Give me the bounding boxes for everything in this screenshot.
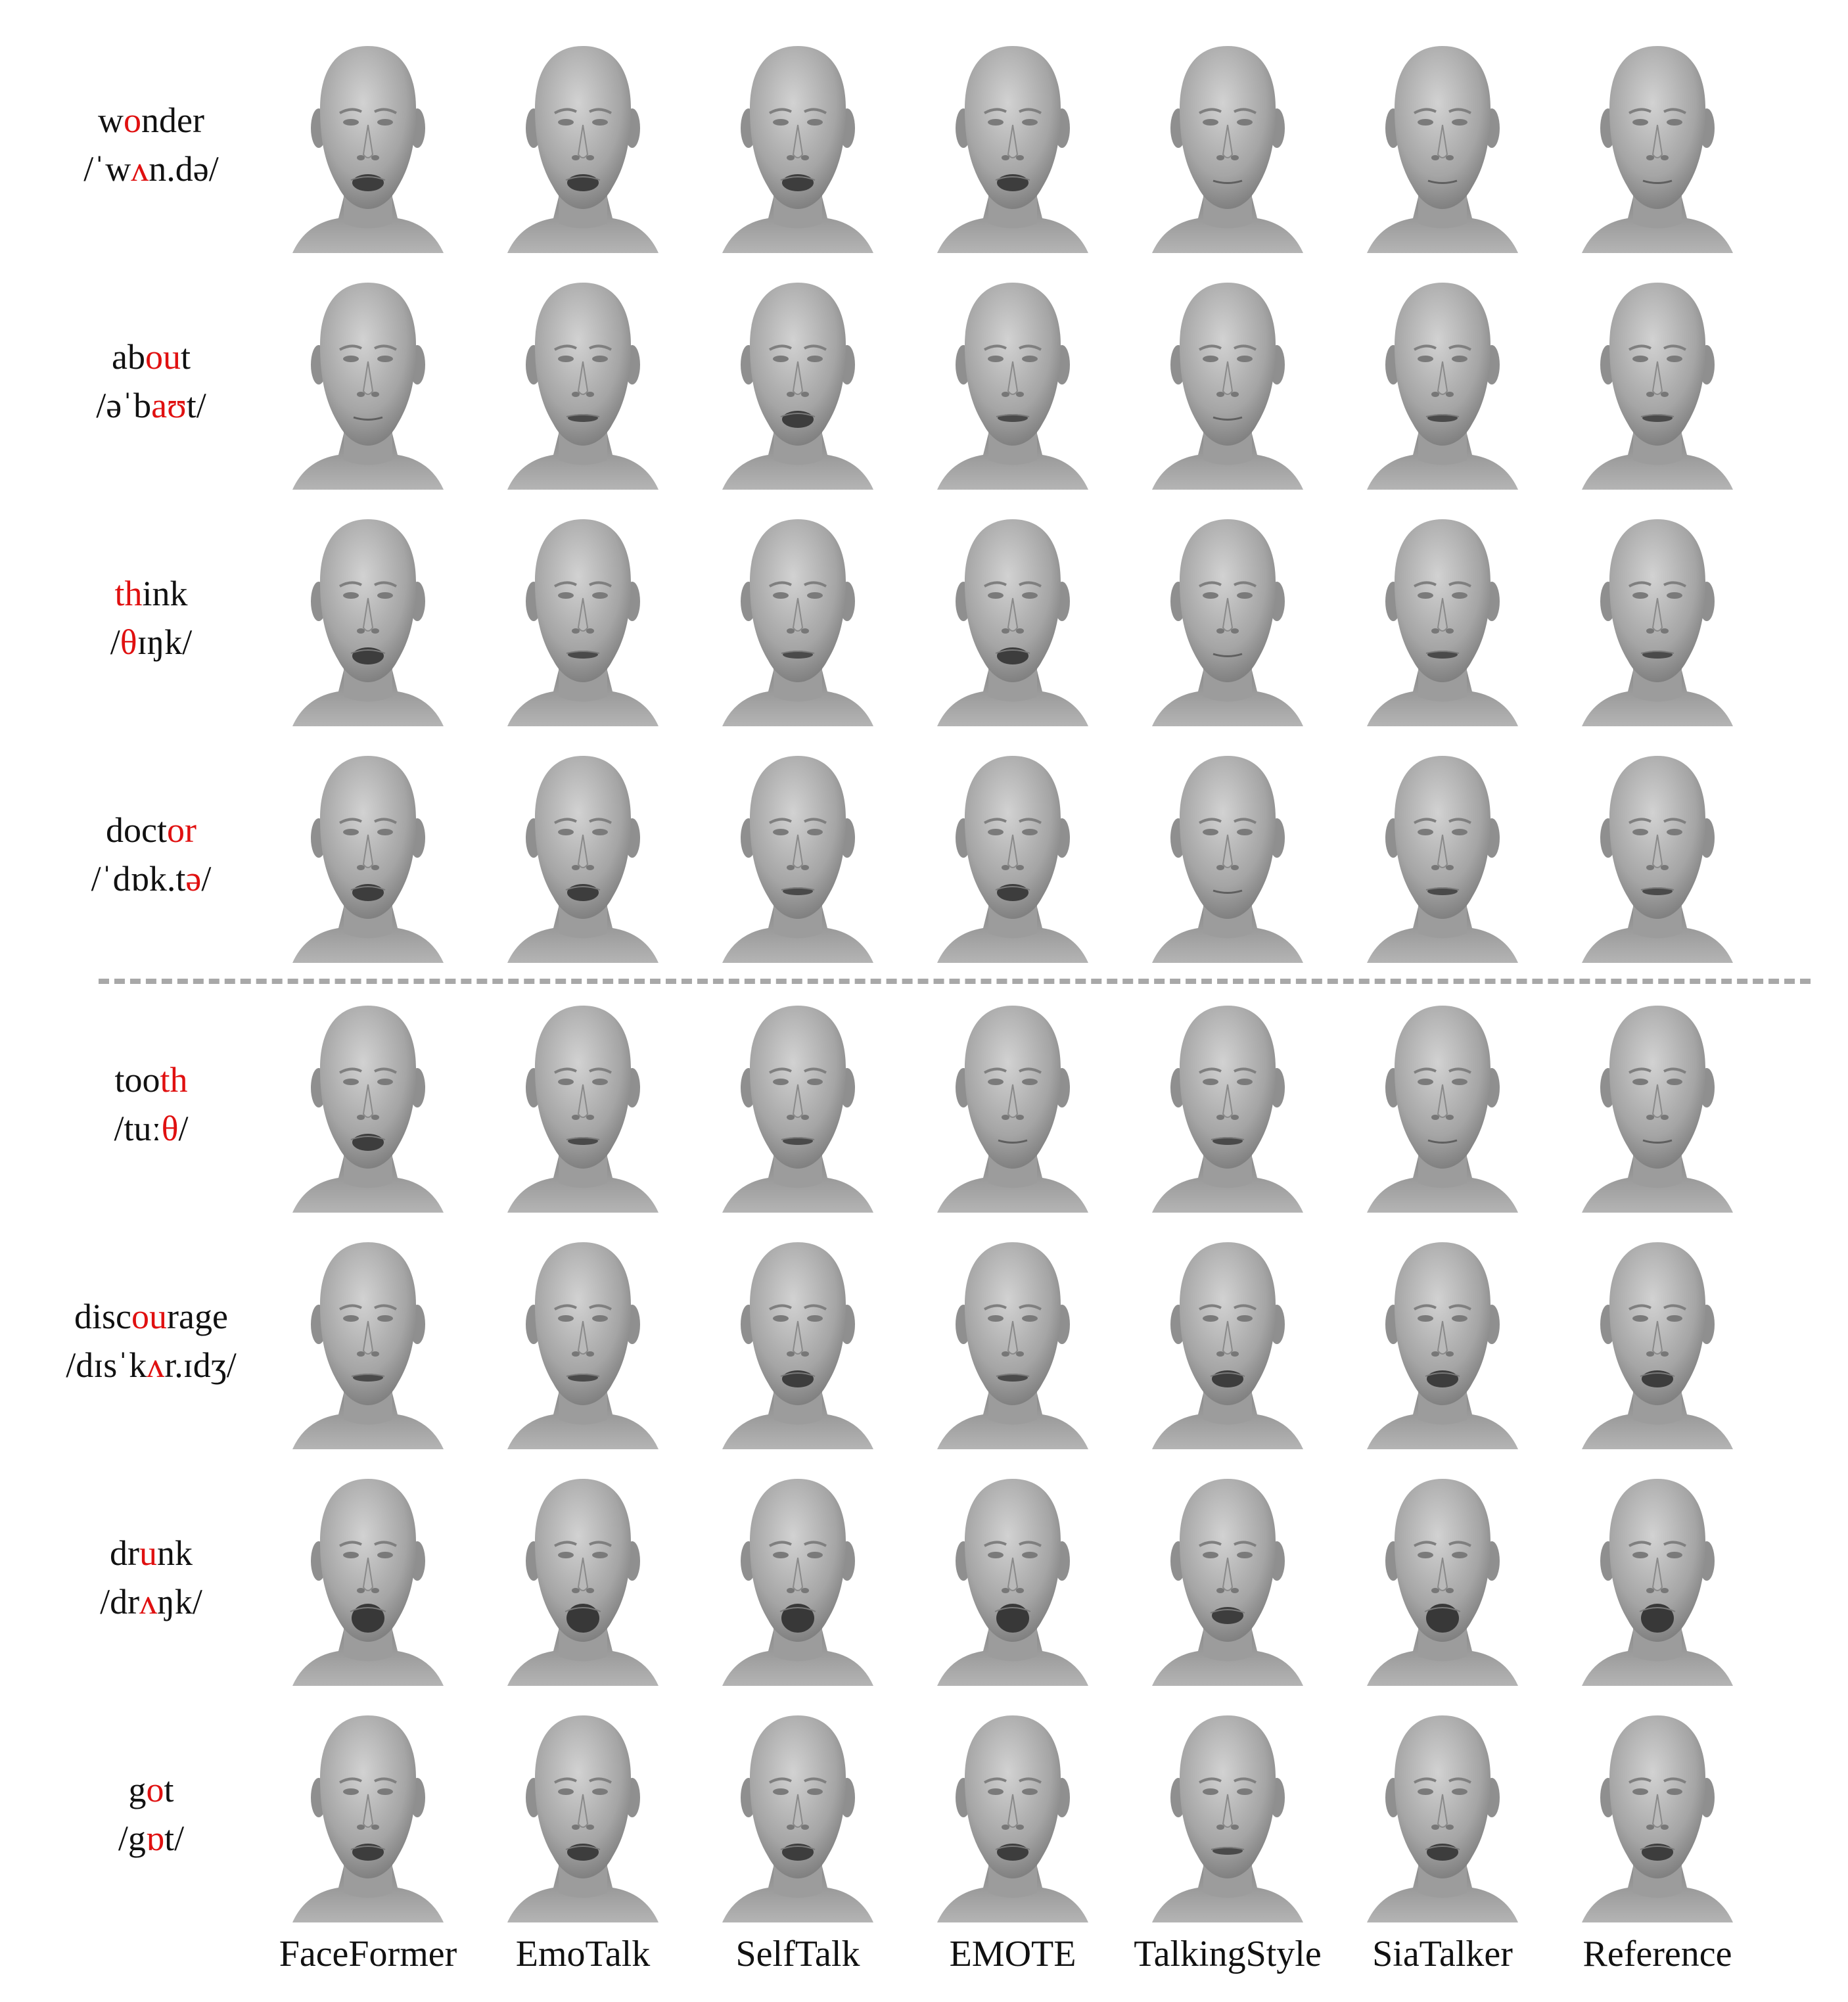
word-text: wonder (98, 101, 204, 140)
figure-row: drunk/drʌŋk/ (0, 1466, 1848, 1689)
face-mesh-render (1575, 992, 1740, 1216)
face-mesh-render (1575, 1702, 1740, 1926)
face-mesh-render (286, 992, 450, 1216)
method-label: EMOTE (949, 1934, 1076, 1974)
word-label: tooth/tuːθ/ (39, 992, 263, 1216)
face-mesh-render (1145, 1702, 1310, 1926)
face-mesh-render (286, 1702, 450, 1926)
word-label: drunk/drʌŋk/ (39, 1466, 263, 1689)
face-mesh-render (1145, 33, 1310, 256)
face-mesh-render (1145, 992, 1310, 1216)
face-mesh-render (931, 506, 1095, 730)
face-mesh-render (1575, 743, 1740, 966)
face-mesh-render (1575, 506, 1740, 730)
method-label: TalkingStyle (1134, 1934, 1322, 1974)
face-mesh-render (1145, 506, 1310, 730)
face-mesh-render (716, 1466, 880, 1689)
face-mesh-render (716, 33, 880, 256)
figure-row: tooth/tuːθ/ (0, 992, 1848, 1216)
word-text: got (128, 1770, 174, 1809)
word-label: discourage/dɪsˈkʌr.ɪdʒ/ (39, 1229, 263, 1453)
method-label: FaceFormer (279, 1934, 457, 1974)
word-text: think (114, 574, 188, 613)
method-label: EmoTalk (515, 1934, 651, 1974)
ipa-text: /tuːθ/ (114, 1109, 189, 1148)
face-mesh-render (1145, 743, 1310, 966)
face-mesh-render (501, 1229, 665, 1453)
ipa-text: /ˈdɒk.tə/ (91, 859, 212, 898)
word-text: tooth (114, 1060, 188, 1100)
ipa-text: /dɪsˈkʌr.ɪdʒ/ (66, 1345, 237, 1385)
face-mesh-render (931, 1466, 1095, 1689)
face-mesh-render (1575, 269, 1740, 493)
face-mesh-render (501, 1466, 665, 1689)
face-mesh-render (716, 269, 880, 493)
word-text: drunk (110, 1533, 193, 1573)
figure-row: discourage/dɪsˈkʌr.ɪdʒ/ (0, 1229, 1848, 1453)
word-label: think/θɪŋk/ (39, 506, 263, 730)
face-mesh-render (501, 743, 665, 966)
word-text: discourage (74, 1297, 228, 1336)
face-mesh-render (1145, 1229, 1310, 1453)
face-mesh-render (501, 1702, 665, 1926)
figure-row: wonder/ˈwʌn.də/ (0, 33, 1848, 256)
face-mesh-render (716, 1702, 880, 1926)
face-mesh-render (931, 1229, 1095, 1453)
figure-row: think/θɪŋk/ (0, 506, 1848, 730)
face-mesh-render (931, 743, 1095, 966)
face-mesh-render (1360, 1229, 1525, 1453)
figure-row: about/əˈbaʊt/ (0, 269, 1848, 493)
face-mesh-render (931, 269, 1095, 493)
method-label: SelfTalk (735, 1934, 860, 1974)
face-mesh-render (931, 1702, 1095, 1926)
ipa-text: /gɒt/ (118, 1819, 185, 1858)
face-mesh-render (931, 33, 1095, 256)
face-mesh-render (1360, 269, 1525, 493)
face-mesh-render (1360, 506, 1525, 730)
face-mesh-render (716, 1229, 880, 1453)
method-label: SiaTalker (1372, 1934, 1513, 1974)
face-mesh-render (1145, 269, 1310, 493)
face-mesh-render (286, 1466, 450, 1689)
face-mesh-render (1360, 743, 1525, 966)
face-mesh-render (716, 506, 880, 730)
ipa-text: /drʌŋk/ (100, 1582, 202, 1621)
face-mesh-render (501, 506, 665, 730)
face-mesh-render (931, 992, 1095, 1216)
face-mesh-render (1575, 1229, 1740, 1453)
word-text: doctor (106, 810, 196, 850)
face-mesh-render (1360, 1466, 1525, 1689)
face-mesh-render (1575, 1466, 1740, 1689)
face-mesh-render (286, 743, 450, 966)
face-mesh-render (501, 33, 665, 256)
face-mesh-render (286, 269, 450, 493)
ipa-text: /əˈbaʊt/ (96, 386, 206, 425)
face-mesh-render (1360, 1702, 1525, 1926)
method-label: Reference (1582, 1934, 1732, 1974)
face-mesh-render (716, 743, 880, 966)
word-label: got/gɒt/ (39, 1702, 263, 1926)
face-mesh-render (501, 269, 665, 493)
word-text: about (112, 337, 191, 377)
word-label: about/əˈbaʊt/ (39, 269, 263, 493)
ipa-text: /ˈwʌn.də/ (83, 149, 219, 189)
face-mesh-render (286, 506, 450, 730)
face-mesh-render (1575, 33, 1740, 256)
face-mesh-render (286, 33, 450, 256)
face-mesh-render (1360, 992, 1525, 1216)
face-mesh-render (286, 1229, 450, 1453)
figure-row: doctor/ˈdɒk.tə/ (0, 743, 1848, 966)
word-label: doctor/ˈdɒk.tə/ (39, 743, 263, 966)
ipa-text: /θɪŋk/ (110, 622, 193, 662)
section-divider (99, 979, 1811, 984)
word-label: wonder/ˈwʌn.də/ (39, 33, 263, 256)
face-mesh-render (1360, 33, 1525, 256)
face-mesh-render (716, 992, 880, 1216)
face-mesh-render (501, 992, 665, 1216)
figure-row: got/gɒt/ (0, 1702, 1848, 1926)
face-mesh-render (1145, 1466, 1310, 1689)
